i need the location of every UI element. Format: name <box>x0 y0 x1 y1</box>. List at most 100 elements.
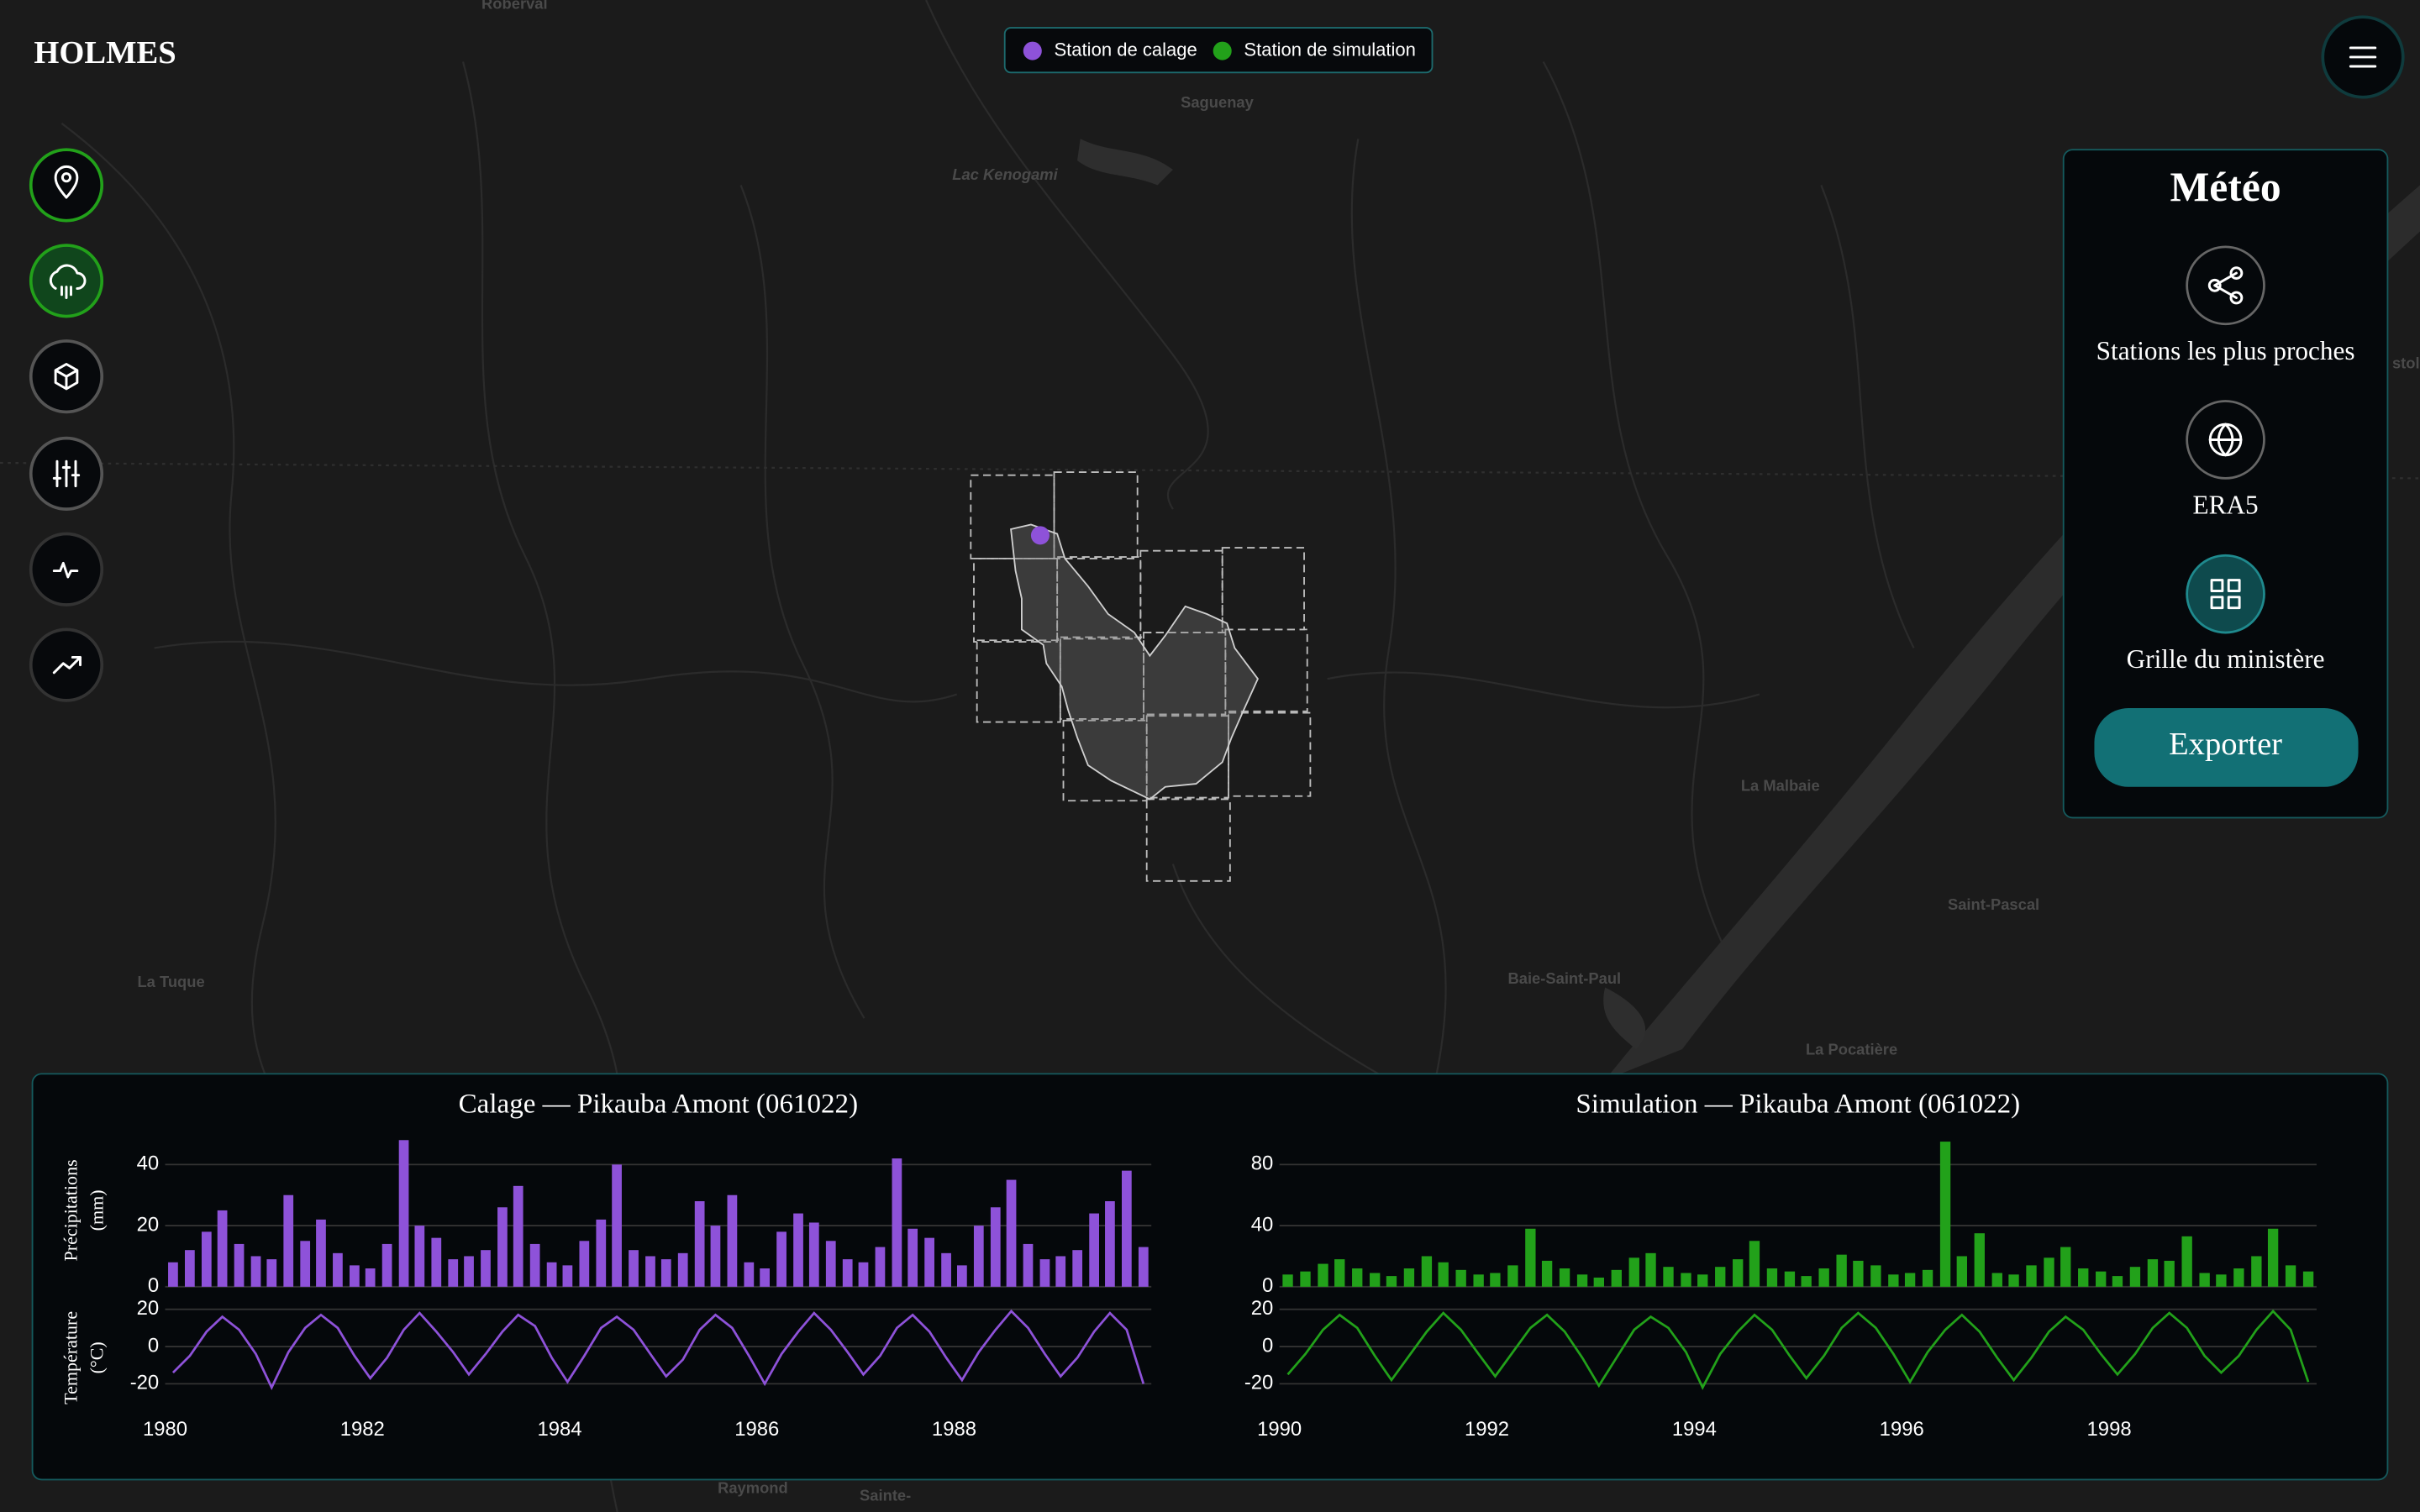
bar <box>1697 1274 1708 1287</box>
export-label[interactable]: Exporter <box>2169 727 2282 762</box>
bar <box>1541 1260 1553 1287</box>
y-tick-label: -20 <box>130 1372 159 1394</box>
bar <box>924 1237 934 1287</box>
bar <box>908 1228 918 1287</box>
bar <box>1939 1142 1951 1287</box>
chart: Température (°C) -20 0 20 1980 1982 1984 1986 198… <box>60 1297 1152 1441</box>
chart: Simulation — Pikauba Amont (061022) 0 40 80 <box>1251 1089 2317 1297</box>
x-tick-label: 1986 <box>734 1418 779 1441</box>
chart: Calage — Pikauba Amont (061022) Précipita… <box>60 1089 1152 1297</box>
icon <box>2207 278 2222 292</box>
icon <box>52 655 82 675</box>
bar <box>1749 1241 1760 1287</box>
tool-weather[interactable] <box>29 244 104 318</box>
bar <box>1072 1250 1083 1287</box>
y-tick-label: 40 <box>137 1152 160 1175</box>
bar <box>562 1265 573 1287</box>
map-label: Sainte- <box>860 1486 911 1504</box>
bar <box>858 1262 869 1287</box>
bar <box>2285 1265 2296 1287</box>
grid-cells <box>970 471 1312 882</box>
y-tick-label: 0 <box>1262 1334 1273 1357</box>
bar <box>1039 1259 1050 1287</box>
bar <box>266 1259 277 1287</box>
bar <box>596 1219 607 1287</box>
bar <box>660 1259 671 1287</box>
option-label[interactable]: Grille du ministère <box>2127 644 2325 674</box>
y-tick-label: 0 <box>148 1274 159 1297</box>
bar <box>2199 1273 2210 1287</box>
bar <box>990 1207 1001 1287</box>
option-label[interactable]: ERA5 <box>2193 490 2259 519</box>
icon <box>49 264 87 299</box>
bar <box>217 1210 228 1287</box>
map-label: Lac Kenogami <box>952 165 1058 183</box>
y-tick-label: -20 <box>1244 1372 1273 1394</box>
bar <box>1801 1276 1812 1287</box>
app-title: HOLMES <box>34 35 176 71</box>
bar <box>1956 1256 1967 1287</box>
bar <box>300 1241 311 1287</box>
icon <box>2229 291 2244 305</box>
icon <box>54 165 79 199</box>
bar <box>497 1207 508 1287</box>
bar <box>1733 1259 1744 1287</box>
x-tick-label: 1998 <box>2087 1418 2132 1441</box>
export-button[interactable] <box>2094 708 2359 787</box>
icon <box>54 363 79 391</box>
bar <box>793 1213 803 1287</box>
map-label: Saint-Pascal <box>1948 895 2039 913</box>
option-icon[interactable] <box>2186 245 2265 326</box>
menu-button[interactable] <box>2321 15 2405 99</box>
charts: Calage — Pikauba Amont (061022) Précipita… <box>60 1089 2317 1441</box>
bar <box>1318 1263 1328 1287</box>
bar <box>2129 1267 2141 1287</box>
bar <box>2147 1259 2159 1287</box>
bar <box>350 1265 360 1287</box>
island <box>1603 987 1646 1049</box>
bar <box>2302 1271 2314 1287</box>
bar <box>250 1256 261 1287</box>
bar <box>1370 1273 1381 1287</box>
bar <box>2164 1260 2175 1287</box>
line <box>171 1309 1145 1391</box>
option-icon-active[interactable] <box>2186 554 2265 634</box>
bar <box>2216 1274 2227 1287</box>
option-label[interactable]: Stations les plus proches <box>2096 336 2355 365</box>
y-tick-label: 20 <box>137 1297 160 1320</box>
bar <box>201 1231 212 1287</box>
bar <box>808 1222 819 1287</box>
bar <box>1991 1273 2002 1287</box>
bar <box>2008 1274 2019 1287</box>
bar <box>529 1243 540 1287</box>
bar <box>1105 1201 1115 1287</box>
bar <box>710 1226 721 1287</box>
bar <box>2181 1236 2192 1287</box>
bar <box>1300 1271 1311 1287</box>
bar <box>546 1262 557 1287</box>
bar <box>316 1219 326 1287</box>
bar <box>2251 1256 2262 1287</box>
icon <box>2210 579 2241 610</box>
map-label: Raymond <box>718 1478 788 1496</box>
map-label: La Malbaie <box>1741 777 1820 795</box>
bar <box>414 1226 425 1287</box>
bar <box>1974 1233 1985 1287</box>
y-tick-label: 20 <box>137 1213 160 1236</box>
icon <box>2229 266 2244 281</box>
calibration-station[interactable] <box>1030 526 1050 545</box>
bar <box>365 1268 376 1287</box>
tool-location[interactable] <box>29 148 104 223</box>
y-axis-label-line: (mm) <box>87 1189 108 1231</box>
bar <box>2112 1276 2123 1287</box>
bar <box>1663 1267 1674 1287</box>
x-tick-label: 1994 <box>1672 1418 1717 1441</box>
bar <box>1870 1265 1881 1287</box>
bar <box>1507 1265 1518 1287</box>
toolbar <box>29 148 104 702</box>
map-label: Saguenay <box>1181 93 1255 111</box>
bar <box>1023 1243 1034 1287</box>
bar <box>1681 1273 1691 1287</box>
